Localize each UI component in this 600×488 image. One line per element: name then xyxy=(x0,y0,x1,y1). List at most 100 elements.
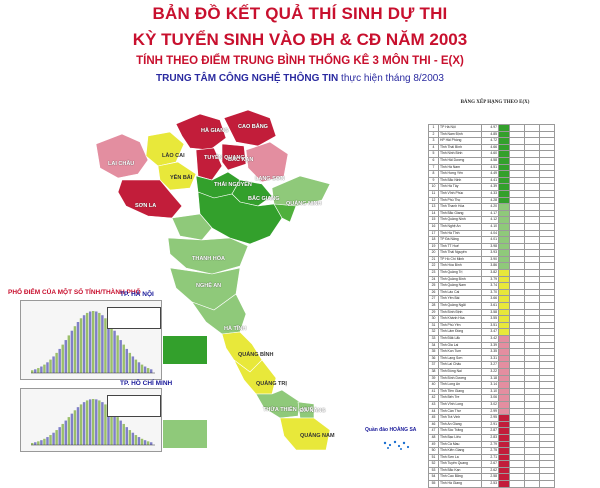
ranking-cell xyxy=(539,315,555,323)
ranking-cell xyxy=(524,480,540,488)
ranking-rank: 38 xyxy=(428,367,439,376)
ranking-cell xyxy=(509,367,525,376)
label-lang-son: LẠNG SƠN xyxy=(255,176,285,182)
histogram-bar xyxy=(37,441,40,445)
histogram-bar xyxy=(79,318,83,373)
ranking-province: Tỉnh Ninh Bình xyxy=(438,150,482,158)
ranking-cell xyxy=(509,321,525,330)
ranking-cell xyxy=(524,407,540,416)
ranking-color-swatch xyxy=(498,196,510,205)
ranking-cell xyxy=(539,130,555,139)
ranking-value: 4.01 xyxy=(481,236,499,244)
ranking-row: 23 Tỉnh Quảng Trị 3.82 xyxy=(428,269,555,277)
ranking-cell xyxy=(524,381,540,389)
ranking-province: Tỉnh Bắc Giang xyxy=(438,209,482,218)
ranking-row: 1 TP Hà Nội 4.97 xyxy=(428,124,555,132)
ranking-province: Tỉnh Yên Bái xyxy=(438,295,482,304)
ranking-rank: 28 xyxy=(428,302,439,310)
histogram-bar xyxy=(34,369,37,373)
ranking-rank: 44 xyxy=(428,407,439,416)
label-da-nang: ĐÀ NẴNG xyxy=(300,408,326,414)
label-quang-binh: QUẢNG BÌNH xyxy=(238,352,274,358)
ranking-cell xyxy=(539,124,555,132)
ranking-rank: 39 xyxy=(428,374,439,383)
chart-title-ha-noi: TP. HÀ NỘI xyxy=(120,291,154,298)
ranking-value: 4.33 xyxy=(481,189,499,198)
ranking-province: Tỉnh Vĩnh Phúc xyxy=(438,189,482,198)
histogram-bar xyxy=(67,335,71,373)
ranking-cell xyxy=(509,163,525,172)
histogram-bar xyxy=(40,440,43,445)
ranking-row: 48 Tỉnh Bạc Liêu 2.83 xyxy=(428,433,555,442)
label-ha-giang: HÀ GIANG xyxy=(201,128,229,134)
ranking-row: 16 Tỉnh Nghệ An 4.10 xyxy=(428,222,555,231)
ranking-cell xyxy=(539,143,555,152)
ranking-cell xyxy=(539,440,555,449)
ranking-row: 30 Tỉnh Khánh Hòa 3.55 xyxy=(428,315,555,323)
ranking-value: 3.82 xyxy=(481,269,499,277)
ranking-row: 18 TP Đà Nẵng 4.01 xyxy=(428,236,555,244)
ranking-row: 17 Tỉnh Hà Tĩnh 4.04 xyxy=(428,229,555,238)
histogram-bar xyxy=(146,368,150,373)
ranking-cell xyxy=(539,229,555,238)
ranking-rank: 36 xyxy=(428,354,439,363)
province-lai-chau xyxy=(95,133,149,179)
histogram-ho-chi-minh xyxy=(31,399,155,446)
ranking-rank: 46 xyxy=(428,420,439,429)
label-ha-tinh: HÀ TĨNH xyxy=(224,326,247,332)
ranking-cell xyxy=(509,269,525,277)
ranking-value: 2.71 xyxy=(481,453,499,462)
ranking-rank: 29 xyxy=(428,308,439,317)
histogram-bar xyxy=(34,442,37,445)
ranking-color-swatch xyxy=(498,348,510,356)
ranking-rank: 20 xyxy=(428,249,439,257)
ranking-cell xyxy=(509,216,525,224)
ranking-row: 25 Tỉnh Quảng Nam 3.74 xyxy=(428,282,555,290)
ranking-color-swatch xyxy=(498,308,510,317)
ranking-cell xyxy=(524,170,540,178)
ranking-cell xyxy=(524,374,540,383)
ranking-value: 3.02 xyxy=(481,400,499,409)
ranking-color-swatch xyxy=(498,394,510,402)
ranking-cell xyxy=(539,203,555,211)
ranking-color-swatch xyxy=(498,124,510,132)
ranking-rank: 35 xyxy=(428,348,439,356)
histogram-bar xyxy=(119,420,122,445)
ranking-color-swatch xyxy=(498,473,510,482)
ranking-rank: 1 xyxy=(428,124,439,132)
ranking-cell xyxy=(539,447,555,455)
province-lang-son xyxy=(245,141,289,183)
ranking-cell xyxy=(524,460,540,468)
ranking-row: 15 Tỉnh Quảng Ninh 4.12 xyxy=(428,216,555,224)
histogram-bar xyxy=(37,368,40,373)
ranking-cell xyxy=(539,156,555,165)
ranking-value: 3.93 xyxy=(481,249,499,257)
ranking-cell xyxy=(524,269,540,277)
ranking-province: Tỉnh Quảng Trị xyxy=(438,269,482,277)
histogram-bar xyxy=(70,413,74,445)
histogram-bar xyxy=(119,340,122,373)
ranking-rank: 37 xyxy=(428,361,439,369)
province-tuyen-quang xyxy=(195,147,223,181)
province-hai-phong xyxy=(273,203,297,223)
ranking-cell xyxy=(509,170,525,178)
ranking-province: Tỉnh Thái Bình xyxy=(438,143,482,152)
label-quang-tri: QUẢNG TRỊ xyxy=(256,381,287,387)
ranking-province: Tỉnh Hà Giang xyxy=(438,480,482,488)
ranking-cell xyxy=(509,354,525,363)
ranking-cell xyxy=(524,137,540,145)
ranking-cell xyxy=(509,275,525,284)
histogram-bar xyxy=(104,318,107,373)
histogram-bar xyxy=(98,312,101,373)
ranking-row: 39 Tỉnh Bình Dương 3.18 xyxy=(428,374,555,383)
ranking-cell xyxy=(509,229,525,238)
ranking-color-swatch xyxy=(498,335,510,343)
ranking-cell xyxy=(509,433,525,442)
ranking-cell xyxy=(524,348,540,356)
ranking-province: Tỉnh Đắk Lắk xyxy=(438,335,482,343)
province-lao-cai xyxy=(145,131,185,167)
ranking-rank: 45 xyxy=(428,414,439,422)
ranking-cell xyxy=(509,262,525,271)
legend-swatch-green xyxy=(163,336,207,364)
ranking-province: Tỉnh TT Huế xyxy=(438,242,482,251)
